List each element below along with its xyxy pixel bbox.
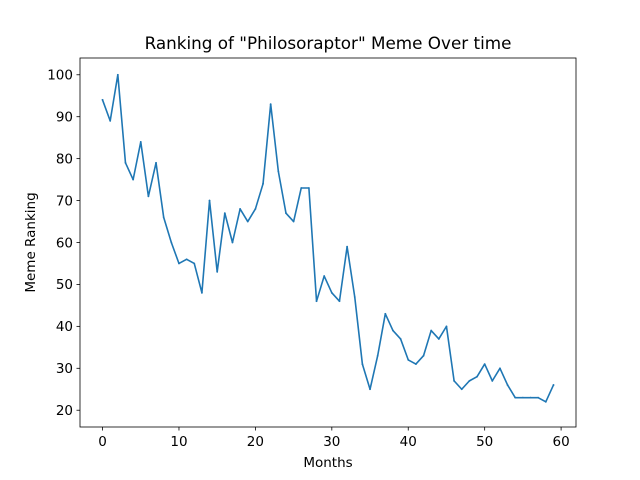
data-point xyxy=(109,120,112,122)
data-point xyxy=(521,396,524,399)
data-point xyxy=(277,170,280,173)
x-tick-label: 20 xyxy=(247,434,264,450)
y-tick-label: 70 xyxy=(56,193,73,209)
data-point xyxy=(315,300,318,303)
data-point xyxy=(292,220,295,223)
data-point xyxy=(170,241,173,244)
data-point xyxy=(499,367,501,370)
data-point xyxy=(544,400,547,403)
x-tick-label: 30 xyxy=(323,434,340,450)
plot-frame xyxy=(79,57,577,428)
data-point xyxy=(323,275,326,277)
data-point xyxy=(514,396,517,399)
data-point xyxy=(399,338,402,340)
y-tick-label: 90 xyxy=(56,110,73,126)
data-point xyxy=(101,99,104,101)
data-point xyxy=(116,73,119,76)
data-point xyxy=(361,363,364,365)
data-point xyxy=(132,178,135,181)
data-point xyxy=(239,208,242,210)
data-point xyxy=(285,212,287,215)
chart-title: Ranking of "Philosoraptor" Meme Over tim… xyxy=(145,33,512,53)
data-point xyxy=(476,375,478,378)
x-tick-label: 10 xyxy=(170,434,187,450)
data-point xyxy=(307,187,310,189)
data-point xyxy=(246,220,249,223)
data-point xyxy=(369,388,371,391)
y-tick-label: 50 xyxy=(56,277,73,293)
data-point xyxy=(269,103,272,106)
data-point xyxy=(231,241,234,244)
data-point xyxy=(162,216,165,219)
y-axis-ticks: 20 30 40 50 60 70 80 90 100 xyxy=(47,68,80,419)
data-point xyxy=(506,384,509,386)
series-line xyxy=(101,73,555,403)
x-axis-label: Months xyxy=(303,455,352,471)
x-axis-ticks: 0 10 20 30 40 50 60 xyxy=(98,427,570,450)
y-tick-label: 40 xyxy=(56,319,73,335)
data-point xyxy=(468,379,471,382)
data-point xyxy=(254,208,257,210)
data-point xyxy=(392,329,394,332)
series-points xyxy=(101,73,555,403)
data-point xyxy=(208,199,211,202)
data-point xyxy=(453,379,455,382)
data-point xyxy=(437,338,440,340)
x-tick-label: 50 xyxy=(476,434,493,450)
plot-area xyxy=(80,58,576,427)
data-point xyxy=(537,396,540,399)
data-point xyxy=(491,379,494,382)
data-point xyxy=(414,363,417,365)
data-point xyxy=(445,325,448,328)
data-point xyxy=(216,270,219,273)
y-tick-label: 60 xyxy=(56,235,73,251)
data-point xyxy=(201,291,203,294)
data-point xyxy=(346,245,349,248)
x-tick-label: 0 xyxy=(98,434,107,450)
data-point xyxy=(223,212,226,215)
data-point xyxy=(460,388,463,391)
y-axis-label: Meme Ranking xyxy=(23,192,39,292)
x-tick-label: 60 xyxy=(553,434,570,450)
y-tick-label: 100 xyxy=(47,68,73,84)
data-point xyxy=(376,354,379,357)
y-tick-label: 20 xyxy=(56,403,73,419)
y-tick-label: 80 xyxy=(56,151,73,167)
data-point xyxy=(185,258,188,261)
data-point xyxy=(338,300,341,303)
data-point xyxy=(147,195,150,198)
data-point xyxy=(483,363,486,365)
data-point xyxy=(178,262,180,265)
x-tick-label: 40 xyxy=(400,434,417,450)
y-tick-label: 30 xyxy=(56,361,73,377)
data-point xyxy=(407,359,410,361)
data-point xyxy=(529,396,532,399)
data-point xyxy=(430,329,433,332)
data-point xyxy=(422,354,425,357)
data-point xyxy=(193,262,196,265)
data-point xyxy=(139,140,142,143)
data-point xyxy=(330,291,333,294)
data-point xyxy=(124,161,127,164)
data-point xyxy=(353,296,356,298)
data-point xyxy=(155,161,157,164)
data-point xyxy=(384,312,387,315)
data-point xyxy=(262,182,264,185)
data-point xyxy=(552,384,555,386)
data-point xyxy=(300,187,303,189)
